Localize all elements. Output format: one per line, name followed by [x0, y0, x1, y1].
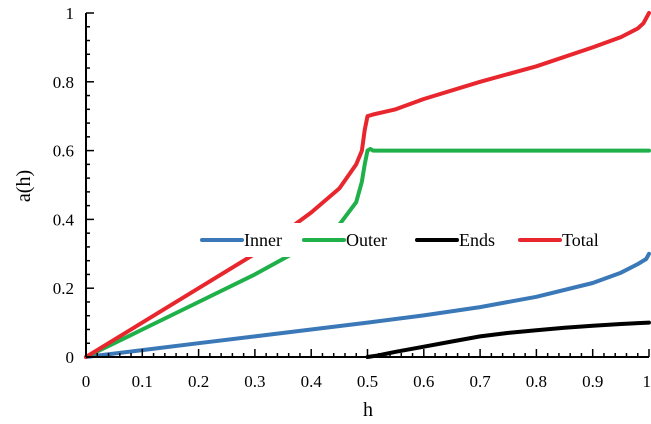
x-tick-label: 1 [643, 372, 651, 391]
x-tick-label: 0.4 [301, 372, 323, 391]
y-tick-label: 0 [66, 348, 75, 367]
series-line-inner [84, 251, 651, 359]
y-tick-label: 0.6 [53, 142, 74, 161]
x-axis-label: h [363, 399, 373, 421]
series-layer [84, 11, 651, 359]
x-tick-label: 0.3 [244, 372, 265, 391]
y-tick-label: 0.2 [53, 279, 74, 298]
y-tick-label: 1 [66, 4, 75, 23]
x-tick-label: 0.1 [132, 372, 153, 391]
series-line-outer [84, 146, 651, 359]
tick-labels: 0 0.1 0.2 0.3 0.4 0.5 0.6 0.7 0.8 0.9 1 0 0.2 0.4 0.6 0… [53, 4, 651, 391]
y-tick-label: 0.4 [53, 210, 75, 229]
x-tick-label: 0.5 [357, 372, 378, 391]
x-tick-label: 0.6 [413, 372, 434, 391]
legend: Inner Outer Ends Total [198, 223, 600, 257]
y-tick-label: 0.8 [53, 73, 74, 92]
x-tick-label: 0.7 [469, 372, 491, 391]
tick-marks [85, 12, 650, 358]
y-axis-label: a(h) [13, 170, 35, 202]
legend-label-inner: Inner [244, 230, 282, 250]
x-tick-label: 0 [82, 372, 91, 391]
legend-label-ends: Ends [459, 230, 495, 250]
legend-label-outer: Outer [346, 230, 387, 250]
series-line-ends [365, 320, 651, 359]
x-tick-label: 0.2 [188, 372, 209, 391]
x-tick-label: 0.9 [582, 372, 603, 391]
x-tick-label: 0.8 [526, 372, 547, 391]
series-line-total [84, 11, 651, 359]
legend-label-total: Total [562, 230, 599, 250]
